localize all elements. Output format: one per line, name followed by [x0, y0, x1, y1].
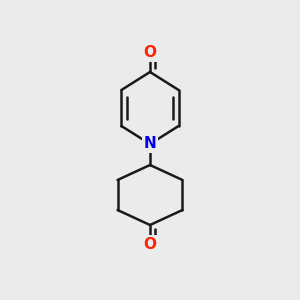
Text: N: N	[144, 136, 156, 152]
Text: O: O	[143, 45, 157, 60]
Text: O: O	[143, 237, 157, 252]
